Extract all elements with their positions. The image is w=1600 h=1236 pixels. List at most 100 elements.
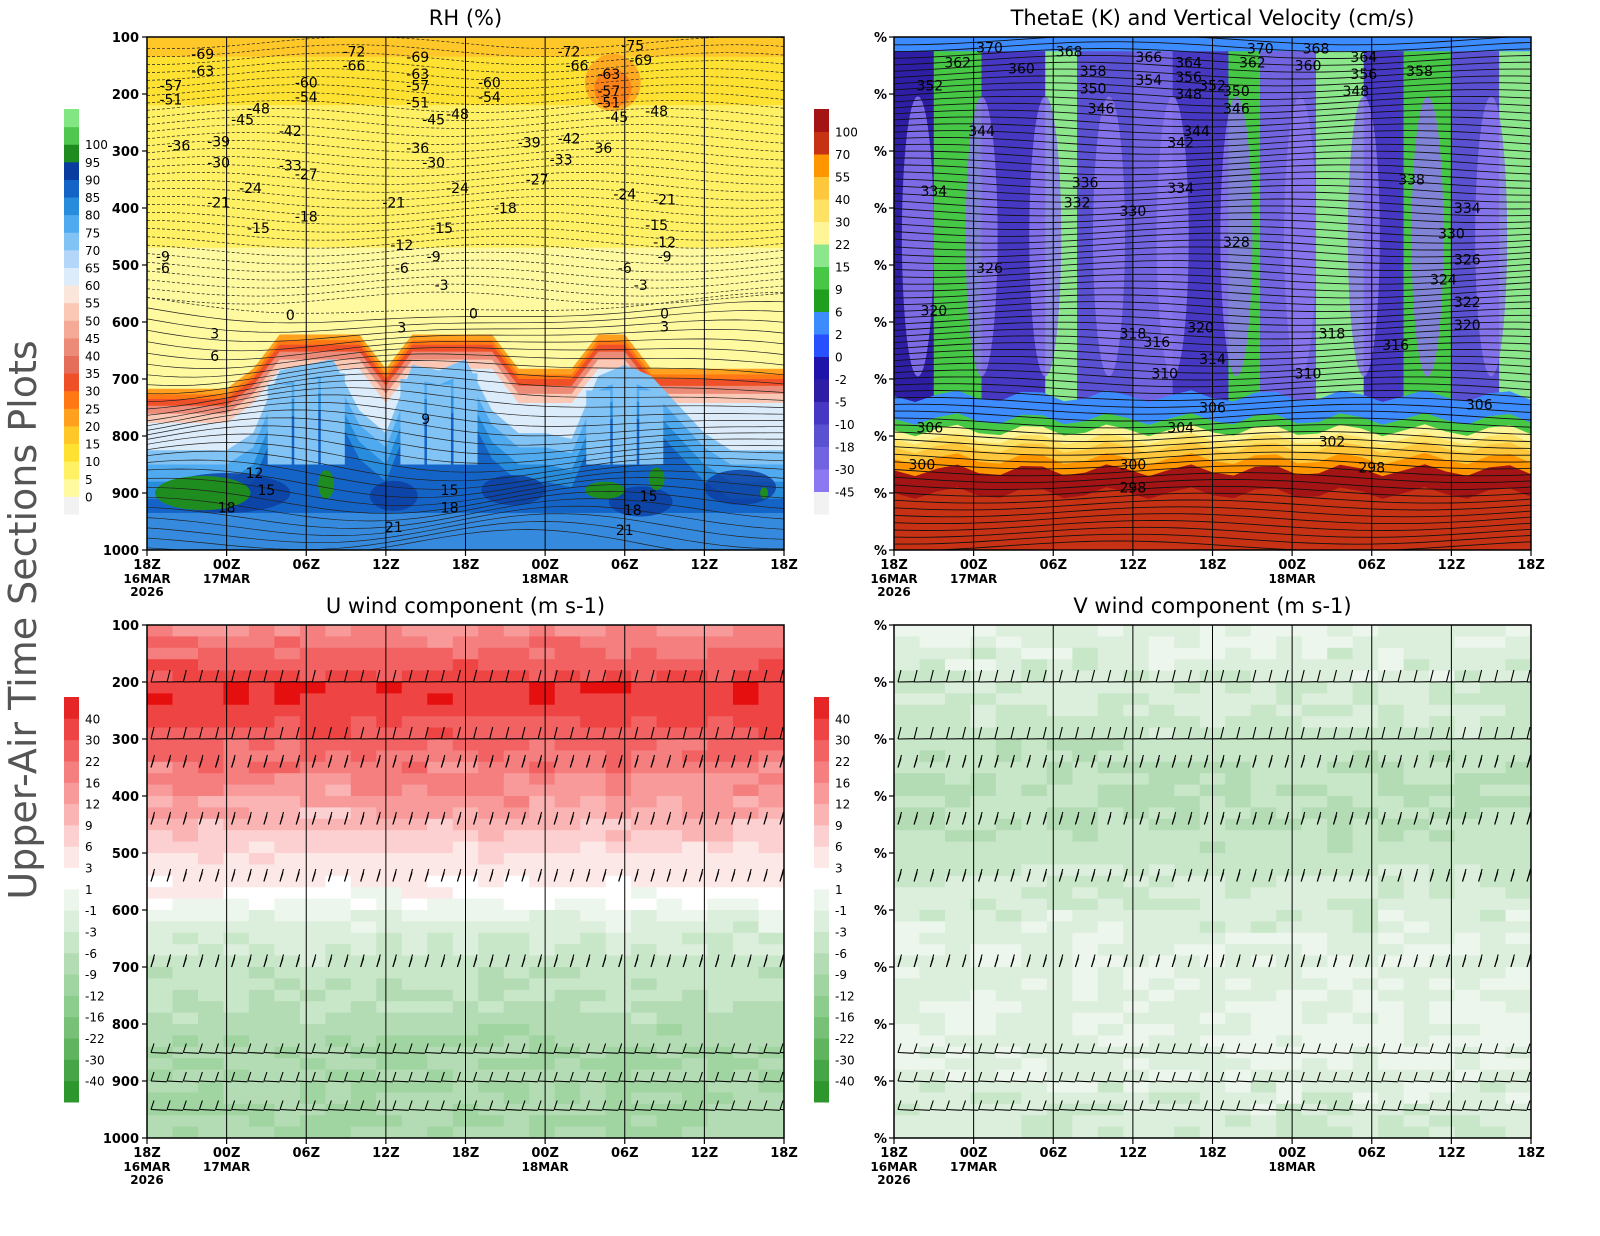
wind-cell: [248, 647, 275, 660]
wind-barb-flag: [1461, 1100, 1467, 1110]
wind-cell: [758, 647, 784, 660]
wind-cell: [1097, 693, 1124, 706]
wind-cell: [1021, 750, 1048, 763]
colorbar-swatch: [64, 803, 79, 826]
wind-cell: [427, 1081, 454, 1093]
rh-tower: [320, 373, 345, 465]
colorbar-label: 6: [835, 840, 843, 854]
isotherm-label: -66: [343, 59, 366, 75]
wind-cell: [1174, 1069, 1201, 1082]
wind-barb-flag: [343, 758, 349, 768]
isotherm: [147, 76, 784, 89]
wind-barb-flag: [747, 1071, 752, 1082]
colorbar-swatch: [64, 425, 79, 445]
wind-cell: [248, 659, 275, 672]
wind-cell: [1046, 1081, 1073, 1093]
wind-cell: [919, 636, 946, 649]
wind-cell: [223, 682, 250, 694]
wind-cell: [919, 1126, 946, 1138]
wind-cell: [995, 1092, 1022, 1105]
wind-barb-flag: [360, 957, 365, 968]
wind-cell: [427, 647, 454, 660]
wind-barb-flag: [666, 957, 671, 968]
wind-cell: [1097, 921, 1124, 934]
wind-barb-flag: [1284, 1100, 1289, 1110]
wind-barb-flag: [295, 1043, 300, 1053]
wind-cell: [970, 1024, 997, 1036]
wind-cell: [1403, 1081, 1430, 1093]
wind-barb-flag: [1058, 726, 1063, 740]
wind-cell: [223, 989, 250, 1002]
wind-cell: [1046, 807, 1073, 820]
wind-barb-flag: [634, 1043, 639, 1053]
wind-barb-flag: [1090, 815, 1096, 825]
wind-cell: [1021, 716, 1048, 729]
wind-cell: [631, 830, 658, 843]
y-tick-label: %: [874, 961, 887, 976]
wind-cell: [198, 647, 225, 660]
wind-cell: [147, 704, 174, 717]
wind-cell: [503, 944, 530, 957]
wind-cell: [656, 784, 683, 797]
wind-cell: [1480, 1126, 1507, 1138]
wind-barb-flag: [1252, 669, 1257, 683]
wind-cell: [1174, 1126, 1201, 1138]
wind-cell: [580, 807, 607, 820]
wind-cell: [1352, 1024, 1379, 1036]
x-tick-label: 00Z: [531, 1146, 559, 1161]
wind-cell: [1021, 898, 1048, 911]
wind-cell: [223, 1069, 250, 1082]
x-tick-label: 12Z: [1119, 558, 1147, 573]
wind-cell: [1174, 1035, 1201, 1048]
wind-cell: [995, 1012, 1022, 1025]
wind-barb: [521, 1051, 538, 1054]
wind-cell: [758, 1012, 784, 1025]
wind-cell: [733, 773, 760, 786]
wind-barb-flag: [1429, 1043, 1434, 1053]
wind-cell: [503, 773, 530, 786]
wind-cell: [1276, 830, 1303, 843]
wind-cell: [554, 989, 581, 1002]
wind-barb: [683, 1051, 700, 1054]
wind-barb-flag: [1010, 758, 1015, 768]
y-tick-label: 800: [112, 430, 139, 445]
wind-cell: [427, 921, 454, 934]
wind-cell: [1174, 807, 1201, 820]
wind-cell: [1072, 898, 1099, 911]
wind-barb: [1446, 1051, 1463, 1054]
wind-cell: [376, 967, 403, 979]
wind-cell: [299, 887, 326, 900]
wind-cell: [1505, 921, 1531, 934]
wind-cell: [554, 864, 581, 877]
wind-cell: [1276, 841, 1303, 854]
wind-barb-flag: [311, 815, 316, 825]
colorbar-swatch: [814, 867, 829, 890]
wind-barb: [1252, 1080, 1269, 1083]
colorbar-label: 12: [85, 798, 100, 812]
wind-cell: [758, 921, 784, 934]
wind-cell: [503, 796, 530, 808]
wind-cell: [1250, 967, 1277, 979]
wind-cell: [1327, 647, 1354, 660]
wind-barb-flag: [247, 726, 252, 740]
wind-barb: [1188, 1051, 1205, 1054]
wind-barb-flag: [1397, 758, 1402, 768]
wind-cell: [919, 875, 946, 888]
wind-cell: [682, 796, 709, 808]
wind-cell: [707, 1001, 734, 1014]
wind-cell: [1174, 955, 1201, 968]
wind-cell: [325, 1035, 352, 1048]
wind-cell: [919, 1058, 946, 1071]
wind-cell: [1123, 978, 1150, 991]
wind-barb-flag: [198, 758, 203, 768]
wind-barb-flag: [150, 1071, 155, 1082]
wind-barb-flag: [408, 815, 413, 825]
wind-barb-flag: [1107, 957, 1112, 968]
wind-cell: [529, 704, 556, 717]
wind-cell: [1123, 841, 1150, 854]
wind-barb-flag: [182, 815, 187, 825]
wind-cell: [147, 682, 174, 694]
wind-cell: [1072, 1081, 1099, 1093]
wind-barb-flag: [456, 815, 461, 825]
wind-cell: [1123, 1081, 1150, 1093]
